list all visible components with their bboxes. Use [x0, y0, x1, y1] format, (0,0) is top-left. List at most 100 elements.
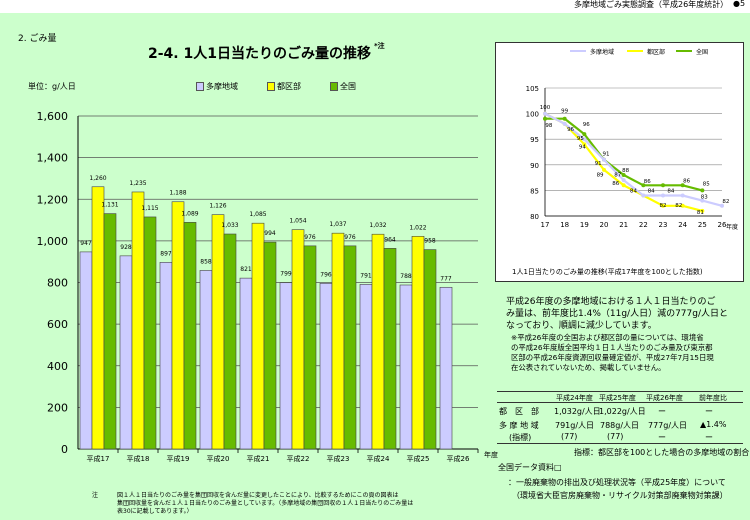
x-tick-label: 平成25 [407, 454, 430, 463]
description-line: み量は、前年度比1.4%（11g/人日）減の777g/人日と [506, 309, 728, 319]
inset-point [720, 203, 724, 208]
inset-point-label: 100 [540, 105, 551, 111]
bar-value-label: 1,089 [181, 210, 198, 217]
inset-point [621, 178, 626, 183]
bar-value-label: 1,037 [329, 221, 346, 228]
inset-x-axis-label: 年度 [726, 223, 738, 231]
bar-value-label: 1,022 [409, 224, 426, 231]
inset-point [621, 173, 626, 178]
inset-y-tick-label: 80 [530, 213, 539, 221]
inset-point [602, 157, 606, 162]
x-tick-label: 平成18 [127, 454, 150, 463]
bar-value-label: 799 [280, 271, 292, 278]
inset-point-label: 85 [703, 181, 710, 187]
inset-x-tick-label: 19 [580, 221, 589, 229]
inset-point [562, 116, 567, 121]
inset-x-tick-label: 26 [718, 221, 727, 229]
bar-value-label: 1,033 [221, 222, 238, 229]
inset-point-label: 81 [697, 210, 704, 216]
inset-point [602, 167, 606, 172]
y-tick-label: 200 [47, 401, 68, 414]
legend-label-zenkoku: 全国 [340, 82, 356, 91]
inset-point-label: 82 [675, 203, 682, 209]
inset-point-label: 89 [597, 173, 604, 179]
table-rule-mid [497, 402, 743, 403]
y-tick-label: 1,400 [37, 152, 69, 165]
inset-point [543, 116, 547, 121]
inset-y-tick-label: 105 [526, 85, 539, 93]
table-row-label: 多 摩 地 域 [499, 421, 539, 430]
inset-y-tick-label: 85 [530, 187, 539, 195]
inset-point-label: 84 [648, 188, 655, 194]
inset-point [661, 203, 665, 208]
inset-point-label: 86 [683, 179, 690, 185]
inset-point-label: 84 [667, 188, 674, 194]
x-tick-label: 平成23 [327, 454, 350, 463]
inset-y-tick-label: 90 [530, 162, 539, 170]
bar-value-label: 1,260 [89, 175, 106, 182]
inset-point-label: 82 [660, 203, 667, 209]
x-tick-label: 平成17 [87, 454, 110, 463]
table-header: 平成26年度 [646, 394, 683, 402]
page-number: ●5 [733, 0, 746, 8]
bar-value-label: 1,115 [141, 205, 158, 212]
inset-point-label: 91 [602, 152, 609, 158]
inset-point [582, 142, 587, 147]
table-cell: ー [658, 433, 666, 442]
inset-point-label: 94 [579, 144, 586, 150]
table-cell: (77) [607, 432, 624, 441]
inset-series-line [544, 112, 723, 207]
legend-label-tama: 多摩地域 [206, 82, 238, 91]
bar [383, 248, 397, 450]
table-cell: ー [658, 407, 666, 416]
source-line: ：一般廃棄物の排出及び処理状況等（平成25年度）について [508, 478, 726, 487]
inset-chart-frame [495, 42, 744, 282]
inset-point-label: 82 [722, 199, 729, 205]
table-cell: 788g/人日 [600, 421, 640, 430]
section-heading: 2. ごみ量 [18, 34, 57, 44]
title-note: *注 [374, 42, 385, 50]
footnote-line: 表30に記載してあります。） [117, 508, 193, 515]
note-line: の平成26年度版全国平均１日１人当たりのごみ量及び東京都 [511, 343, 713, 352]
footnote-line: 図１人１日当たりのごみ量を集団回収を含んだ量に変更したことにより、比較するために… [117, 492, 399, 499]
bar-value-label: 1,085 [249, 211, 266, 218]
inset-point [641, 183, 646, 188]
bar-value-label: 1,126 [209, 203, 226, 210]
bar-value-label: 1,054 [289, 218, 306, 225]
legend-swatch-tama [196, 82, 204, 91]
inset-x-tick-label: 17 [541, 221, 550, 229]
inset-point-label: 91 [595, 161, 602, 167]
bar [183, 222, 197, 450]
table-header: 前年度比 [699, 394, 727, 402]
inset-point-label: 83 [701, 195, 708, 201]
x-tick-label: 平成22 [287, 454, 310, 463]
y-tick-label: 1,600 [37, 110, 69, 123]
footnote: 図１人１日当たりのごみ量を集団回収を含んだ量に変更したことにより、比較するために… [117, 492, 413, 516]
footnote-mark: 注 [92, 492, 99, 499]
y-tick-label: 800 [47, 277, 68, 290]
y-tick-label: 400 [47, 360, 68, 373]
bar-value-label: 821 [240, 266, 252, 273]
inset-x-tick-label: 24 [678, 221, 687, 229]
inset-point-label: 96 [567, 127, 574, 133]
description-paragraph: 平成26年度の多摩地域における１人１日当たりのご み量は、前年度比1.4%（11… [506, 296, 728, 332]
x-axis-label: 年度 [484, 450, 498, 459]
legend-label-tokubu: 都区部 [277, 82, 301, 91]
y-tick-label: 0 [61, 443, 68, 456]
bar-value-label: 976 [304, 234, 316, 241]
bar-value-label: 958 [424, 238, 436, 245]
inset-point [700, 198, 705, 203]
inset-point [680, 193, 685, 198]
chart-title: 2-4. 1人1日当たりのごみ量の推移 [148, 46, 371, 62]
x-tick-label: 平成24 [367, 454, 390, 463]
bar-value-label: 791 [360, 272, 372, 279]
bar [223, 233, 237, 450]
inset-point [700, 188, 705, 193]
bar-value-label: 897 [160, 250, 172, 257]
inset-point [680, 183, 685, 188]
source-line: （環境省大臣官房廃棄物・リサイクル対策部廃棄物対策課） [512, 491, 728, 500]
inset-legend-label: 全国 [696, 48, 708, 56]
table-cell: ▲1.4% [700, 420, 727, 429]
